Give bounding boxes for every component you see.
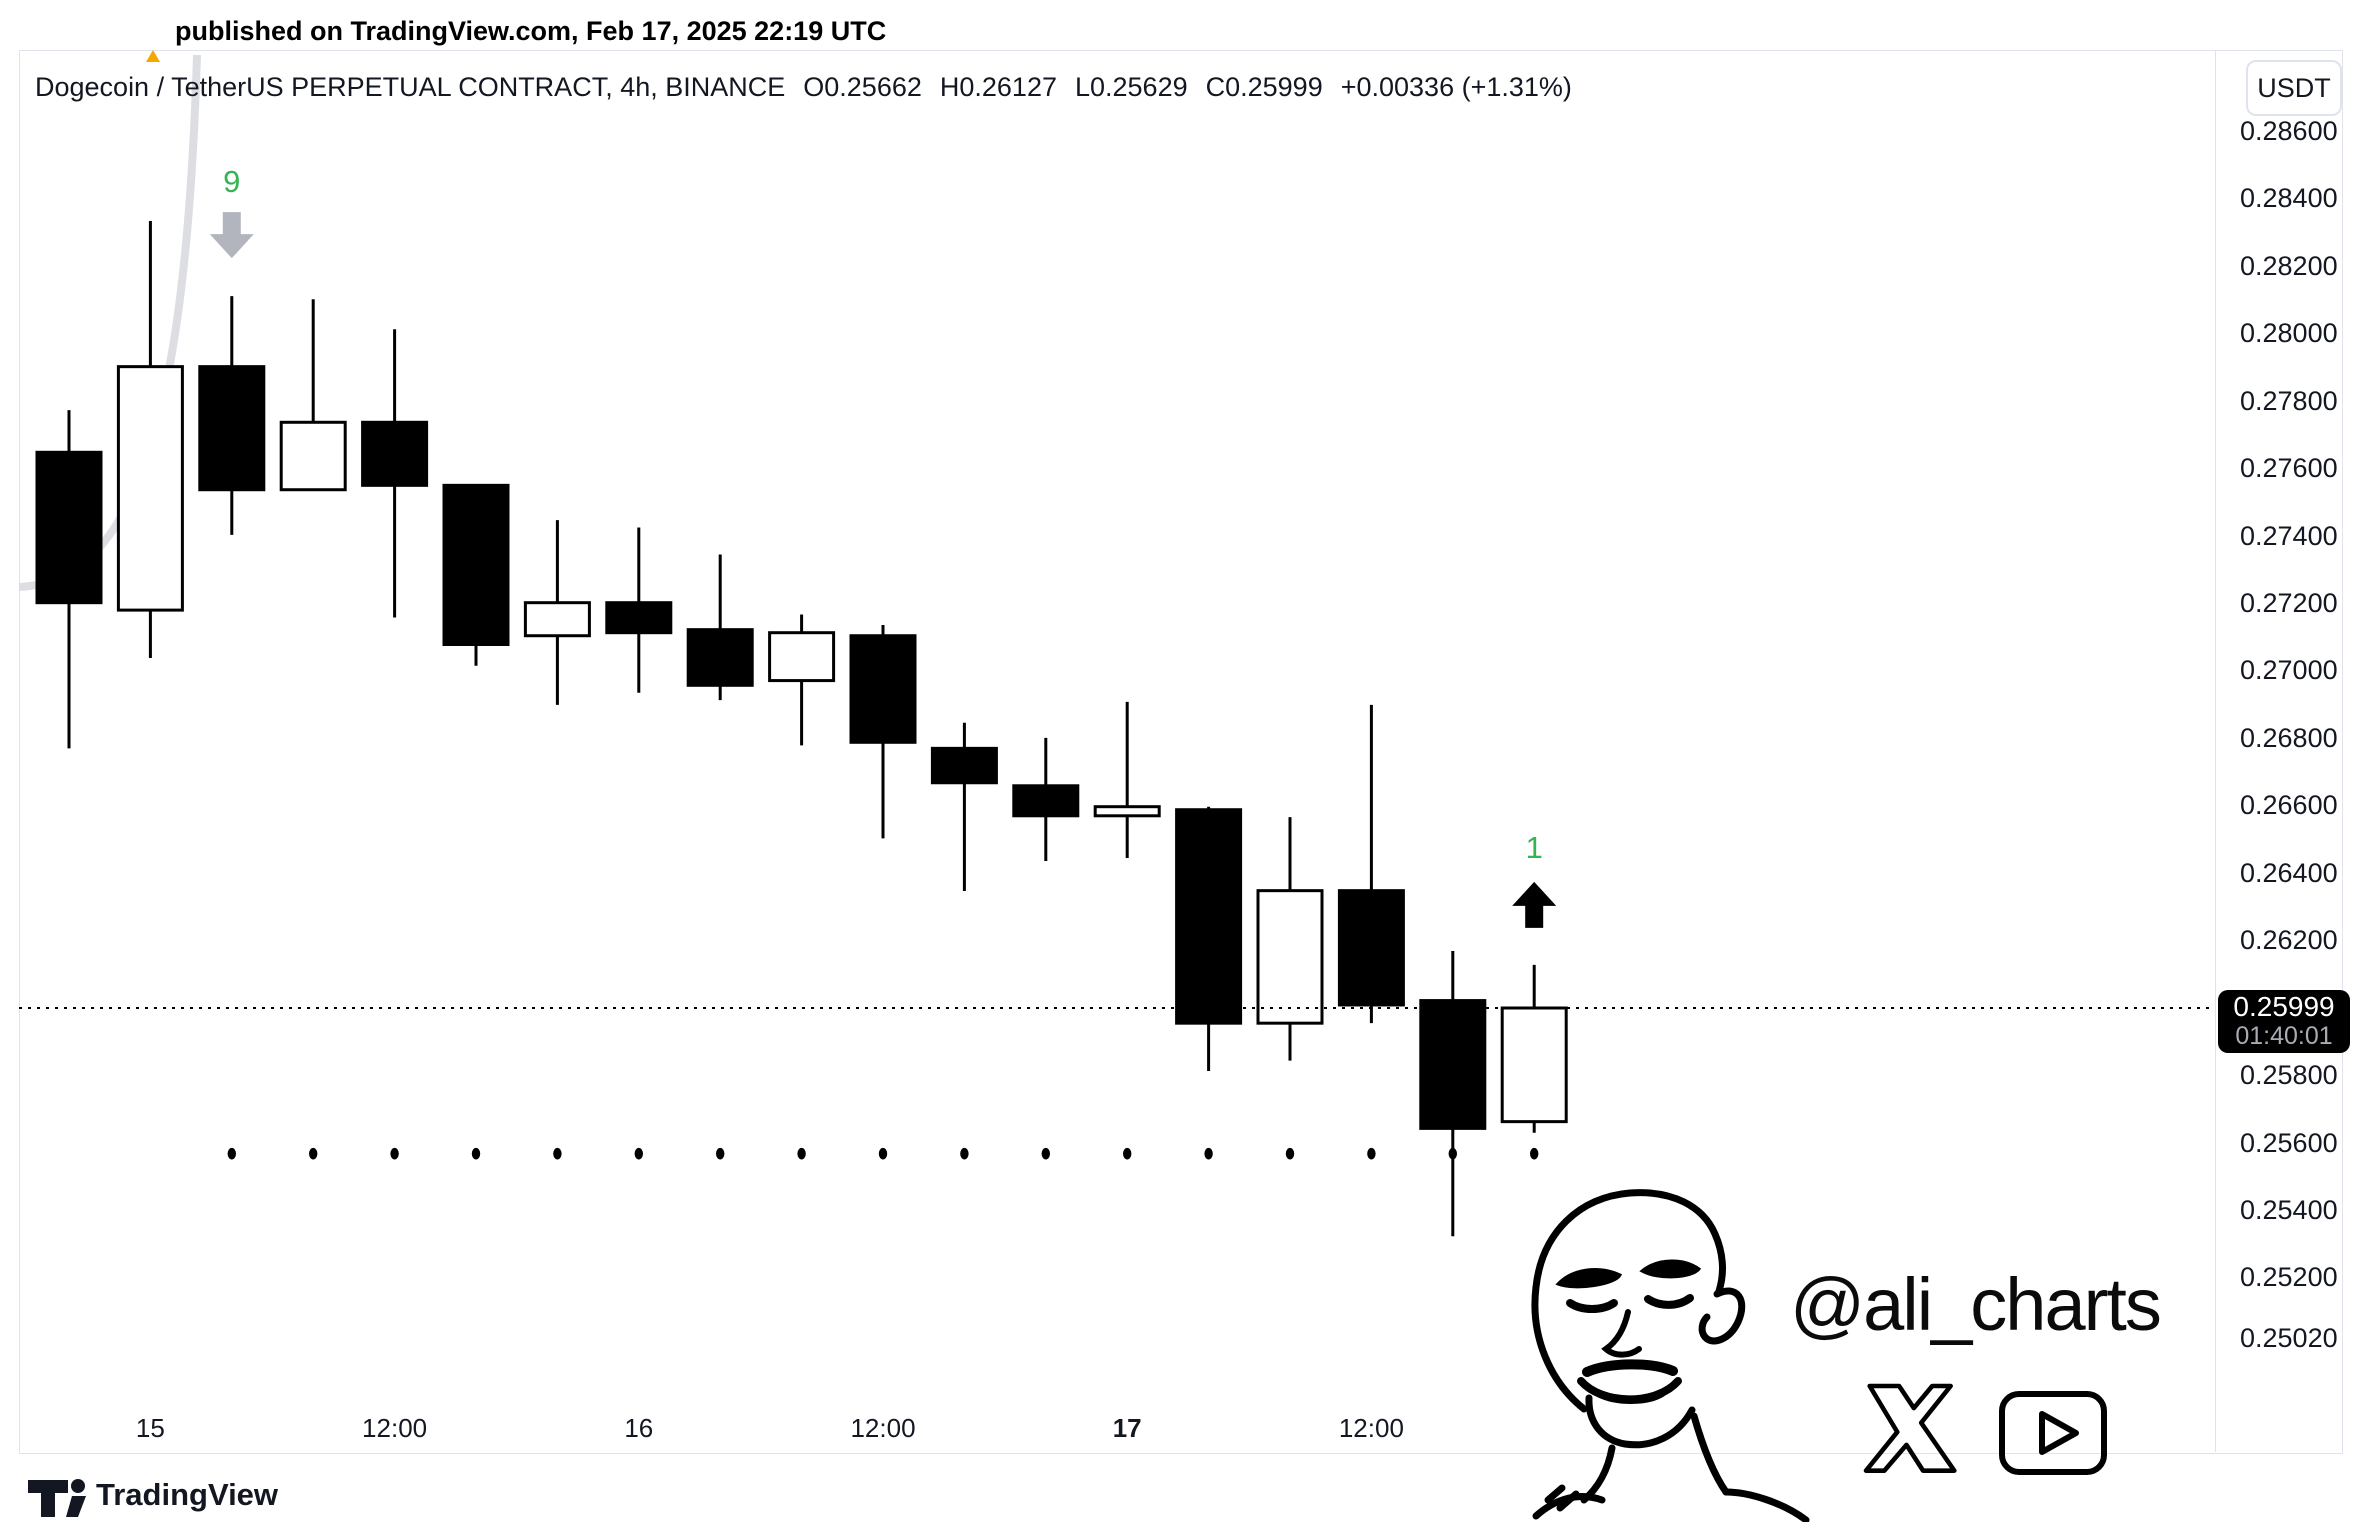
- td-sell-setup-label: 9: [223, 164, 240, 199]
- candle-body: [279, 420, 347, 492]
- td-dot: [716, 1147, 725, 1160]
- face-sketch-watermark: [1531, 1189, 1810, 1522]
- candle-body: [1012, 784, 1080, 818]
- symbol-title: Dogecoin / TetherUS PERPETUAL CONTRACT, …: [35, 72, 786, 102]
- footer-brand-label[interactable]: TradingView: [96, 1477, 279, 1512]
- candle-body: [35, 450, 103, 605]
- td-dot: [309, 1147, 318, 1160]
- ohlc-change: +0.00336 (+1.31%): [1340, 72, 1572, 102]
- td-dot: [1041, 1147, 1051, 1160]
- candle-body: [198, 365, 266, 492]
- td-dots-layer: [227, 1147, 1539, 1160]
- td-dot: [553, 1147, 562, 1160]
- candle-body: [768, 631, 836, 683]
- td-dot: [1530, 1147, 1539, 1160]
- x-logo-icon: [1863, 1383, 1957, 1473]
- candle-body: [1419, 999, 1487, 1130]
- td-buy-setup-label: 1: [1526, 830, 1543, 865]
- candle-body: [442, 483, 510, 646]
- price-axis-separator: [2215, 50, 2216, 1452]
- chart-legend: Dogecoin / TetherUS PERPETUAL CONTRACT, …: [35, 72, 1572, 103]
- candle-body: [361, 420, 429, 487]
- down-arrow-icon: [209, 212, 254, 259]
- candle-body: [1256, 889, 1324, 1025]
- published-caption: published on TradingView.com, Feb 17, 20…: [175, 16, 887, 46]
- td-dot: [878, 1147, 888, 1160]
- td-dot: [1123, 1147, 1132, 1160]
- td-dot: [797, 1147, 806, 1160]
- watermark-handle: @ali_charts: [1790, 1263, 2162, 1346]
- last-price-badge: 0.25999 01:40:01: [2218, 990, 2350, 1053]
- candle-body: [686, 628, 754, 687]
- ohlc-low: L0.25629: [1074, 72, 1188, 102]
- tradingview-logo-icon: [28, 1479, 86, 1517]
- candle-body: [116, 365, 184, 612]
- candle-body: [1093, 805, 1161, 818]
- td-dot: [634, 1147, 643, 1160]
- ohlc-close: C0.25999: [1205, 72, 1323, 102]
- ohlc-open: O0.25662: [803, 72, 922, 102]
- td-dot: [1285, 1147, 1295, 1160]
- candle-body: [849, 634, 917, 744]
- bar-close-countdown: 01:40:01: [2235, 1022, 2333, 1051]
- td-dot: [1448, 1147, 1458, 1160]
- td-dot: [227, 1147, 236, 1160]
- td-dot: [471, 1147, 481, 1160]
- drawing-anchor-icon: [146, 50, 160, 62]
- td-dot: [390, 1147, 399, 1160]
- youtube-logo-icon: [1999, 1391, 2107, 1475]
- ohlc-high: H0.26127: [939, 72, 1057, 102]
- currency-toggle-button[interactable]: USDT: [2246, 60, 2342, 116]
- candle-body: [605, 601, 673, 635]
- up-arrow-icon: [1512, 881, 1557, 928]
- candle-body: [1175, 808, 1243, 1025]
- td-dot: [1367, 1147, 1376, 1160]
- last-price-value: 0.25999: [2233, 991, 2335, 1023]
- td-dot: [1204, 1147, 1213, 1160]
- candle-body: [1337, 889, 1405, 1007]
- candle-body: [930, 746, 998, 785]
- candle-body: [523, 601, 591, 638]
- signal-arrows-layer: 91: [209, 164, 1557, 928]
- td-dot: [960, 1147, 969, 1160]
- chart-canvas-border: [19, 50, 2343, 1454]
- candles-layer: [35, 220, 1568, 1237]
- candle-body: [1500, 1006, 1568, 1124]
